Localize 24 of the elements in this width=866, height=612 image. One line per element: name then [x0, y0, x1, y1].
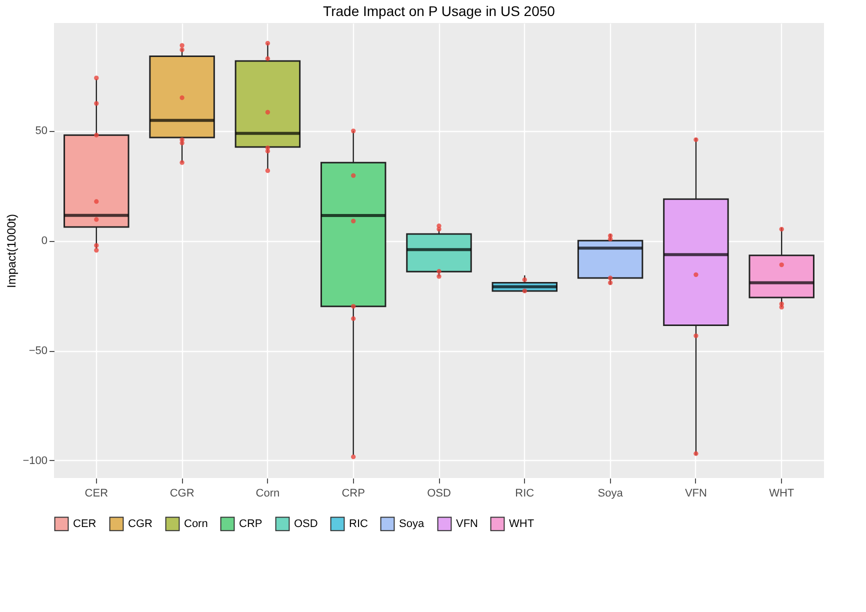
legend-label: Corn — [184, 518, 208, 530]
legend-label: CER — [73, 518, 96, 530]
y-tick-label: −50 — [28, 345, 48, 358]
legend-label: OSD — [294, 518, 318, 530]
x-tick-label: CRP — [342, 488, 365, 500]
legend-label: CRP — [239, 518, 262, 530]
y-axis-title: Impact(1000t) — [4, 214, 19, 288]
x-tick-label: CER — [84, 488, 108, 500]
x-tick-label: WHT — [769, 488, 794, 500]
legend-label: WHT — [509, 518, 534, 530]
x-tick-label: RIC — [515, 488, 534, 500]
x-tick-label: OSD — [427, 488, 451, 500]
y-tick-label: 50 — [35, 125, 48, 138]
x-tick-label: Soya — [598, 488, 624, 500]
y-tick-label: 0 — [41, 235, 48, 248]
x-tick-label: VFN — [684, 488, 708, 500]
legend-label: VFN — [456, 518, 478, 530]
y-tick-label: −100 — [22, 454, 48, 467]
legend-label: Soya — [399, 518, 425, 530]
x-tick-label: CGR — [170, 488, 194, 500]
x-tick-label: Corn — [256, 488, 280, 500]
legend-label: CGR — [128, 518, 152, 530]
chart-title: Trade Impact on P Usage in US 2050 — [323, 3, 556, 19]
legend-label: RIC — [349, 518, 368, 530]
